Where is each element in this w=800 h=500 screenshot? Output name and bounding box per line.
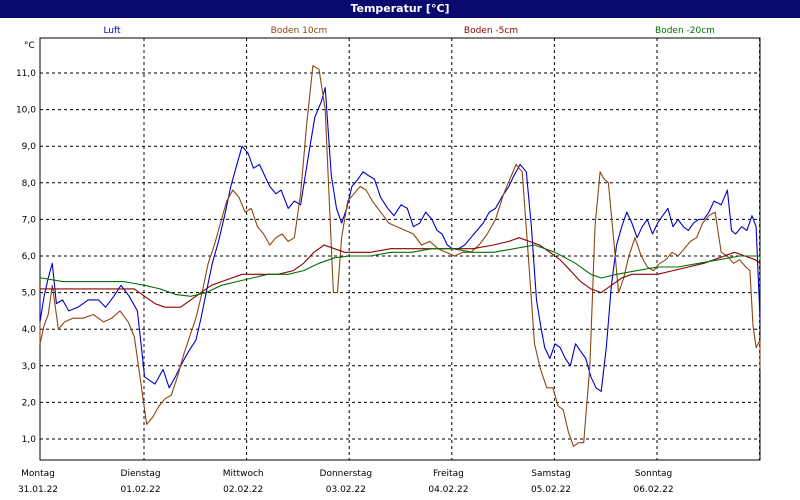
- x-tick-date: 01.02.22: [121, 485, 161, 495]
- y-tick-label: 1,0: [22, 435, 37, 445]
- x-tick-date: 06.02.22: [634, 485, 674, 495]
- y-tick-label: 11,0: [16, 69, 36, 79]
- x-tick-day: Sonntag: [635, 469, 672, 479]
- x-tick-day: Montag: [21, 469, 55, 479]
- series-line-boden-5cm: [39, 237, 761, 308]
- series-line-boden-20cm: [40, 244, 761, 297]
- y-tick-label: 7,0: [22, 215, 37, 225]
- y-tick-label: 5,0: [22, 289, 37, 299]
- x-tick-day: Dienstag: [121, 469, 161, 479]
- legend-entry: Boden -20cm: [655, 26, 715, 36]
- y-axis-unit: °C: [24, 41, 35, 51]
- x-tick-day: Donnerstag: [320, 469, 373, 479]
- x-tick-day: Freitag: [433, 469, 464, 479]
- y-tick-label: 6,0: [22, 252, 37, 262]
- chart-title: Temperatur [°C]: [0, 0, 800, 18]
- series-line-luft: [39, 87, 761, 392]
- x-tick-date: 03.02.22: [326, 485, 366, 495]
- legend-entry: Boden -5cm: [464, 26, 518, 36]
- x-tick-date: 02.02.22: [223, 485, 263, 495]
- x-tick-date: 04.02.22: [428, 485, 468, 495]
- x-tick-day: Samstag: [531, 469, 570, 479]
- y-tick-label: 9,0: [22, 142, 37, 152]
- y-tick-label: 3,0: [22, 362, 37, 372]
- legend-entry: Luft: [103, 26, 121, 36]
- series-line-boden-10cm: [39, 65, 761, 447]
- x-tick-date: 05.02.22: [531, 485, 571, 495]
- y-tick-label: 2,0: [22, 398, 37, 408]
- y-tick-label: 10,0: [16, 106, 36, 116]
- x-tick-day: Mittwoch: [223, 469, 264, 479]
- x-tick-date: 31.01.22: [18, 485, 58, 495]
- legend-entry: Boden 10cm: [271, 26, 328, 36]
- y-tick-label: 8,0: [22, 179, 37, 189]
- y-tick-label: 4,0: [22, 325, 37, 335]
